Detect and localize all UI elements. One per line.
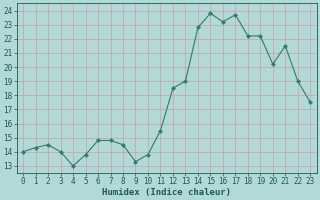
X-axis label: Humidex (Indice chaleur): Humidex (Indice chaleur) — [102, 188, 231, 197]
